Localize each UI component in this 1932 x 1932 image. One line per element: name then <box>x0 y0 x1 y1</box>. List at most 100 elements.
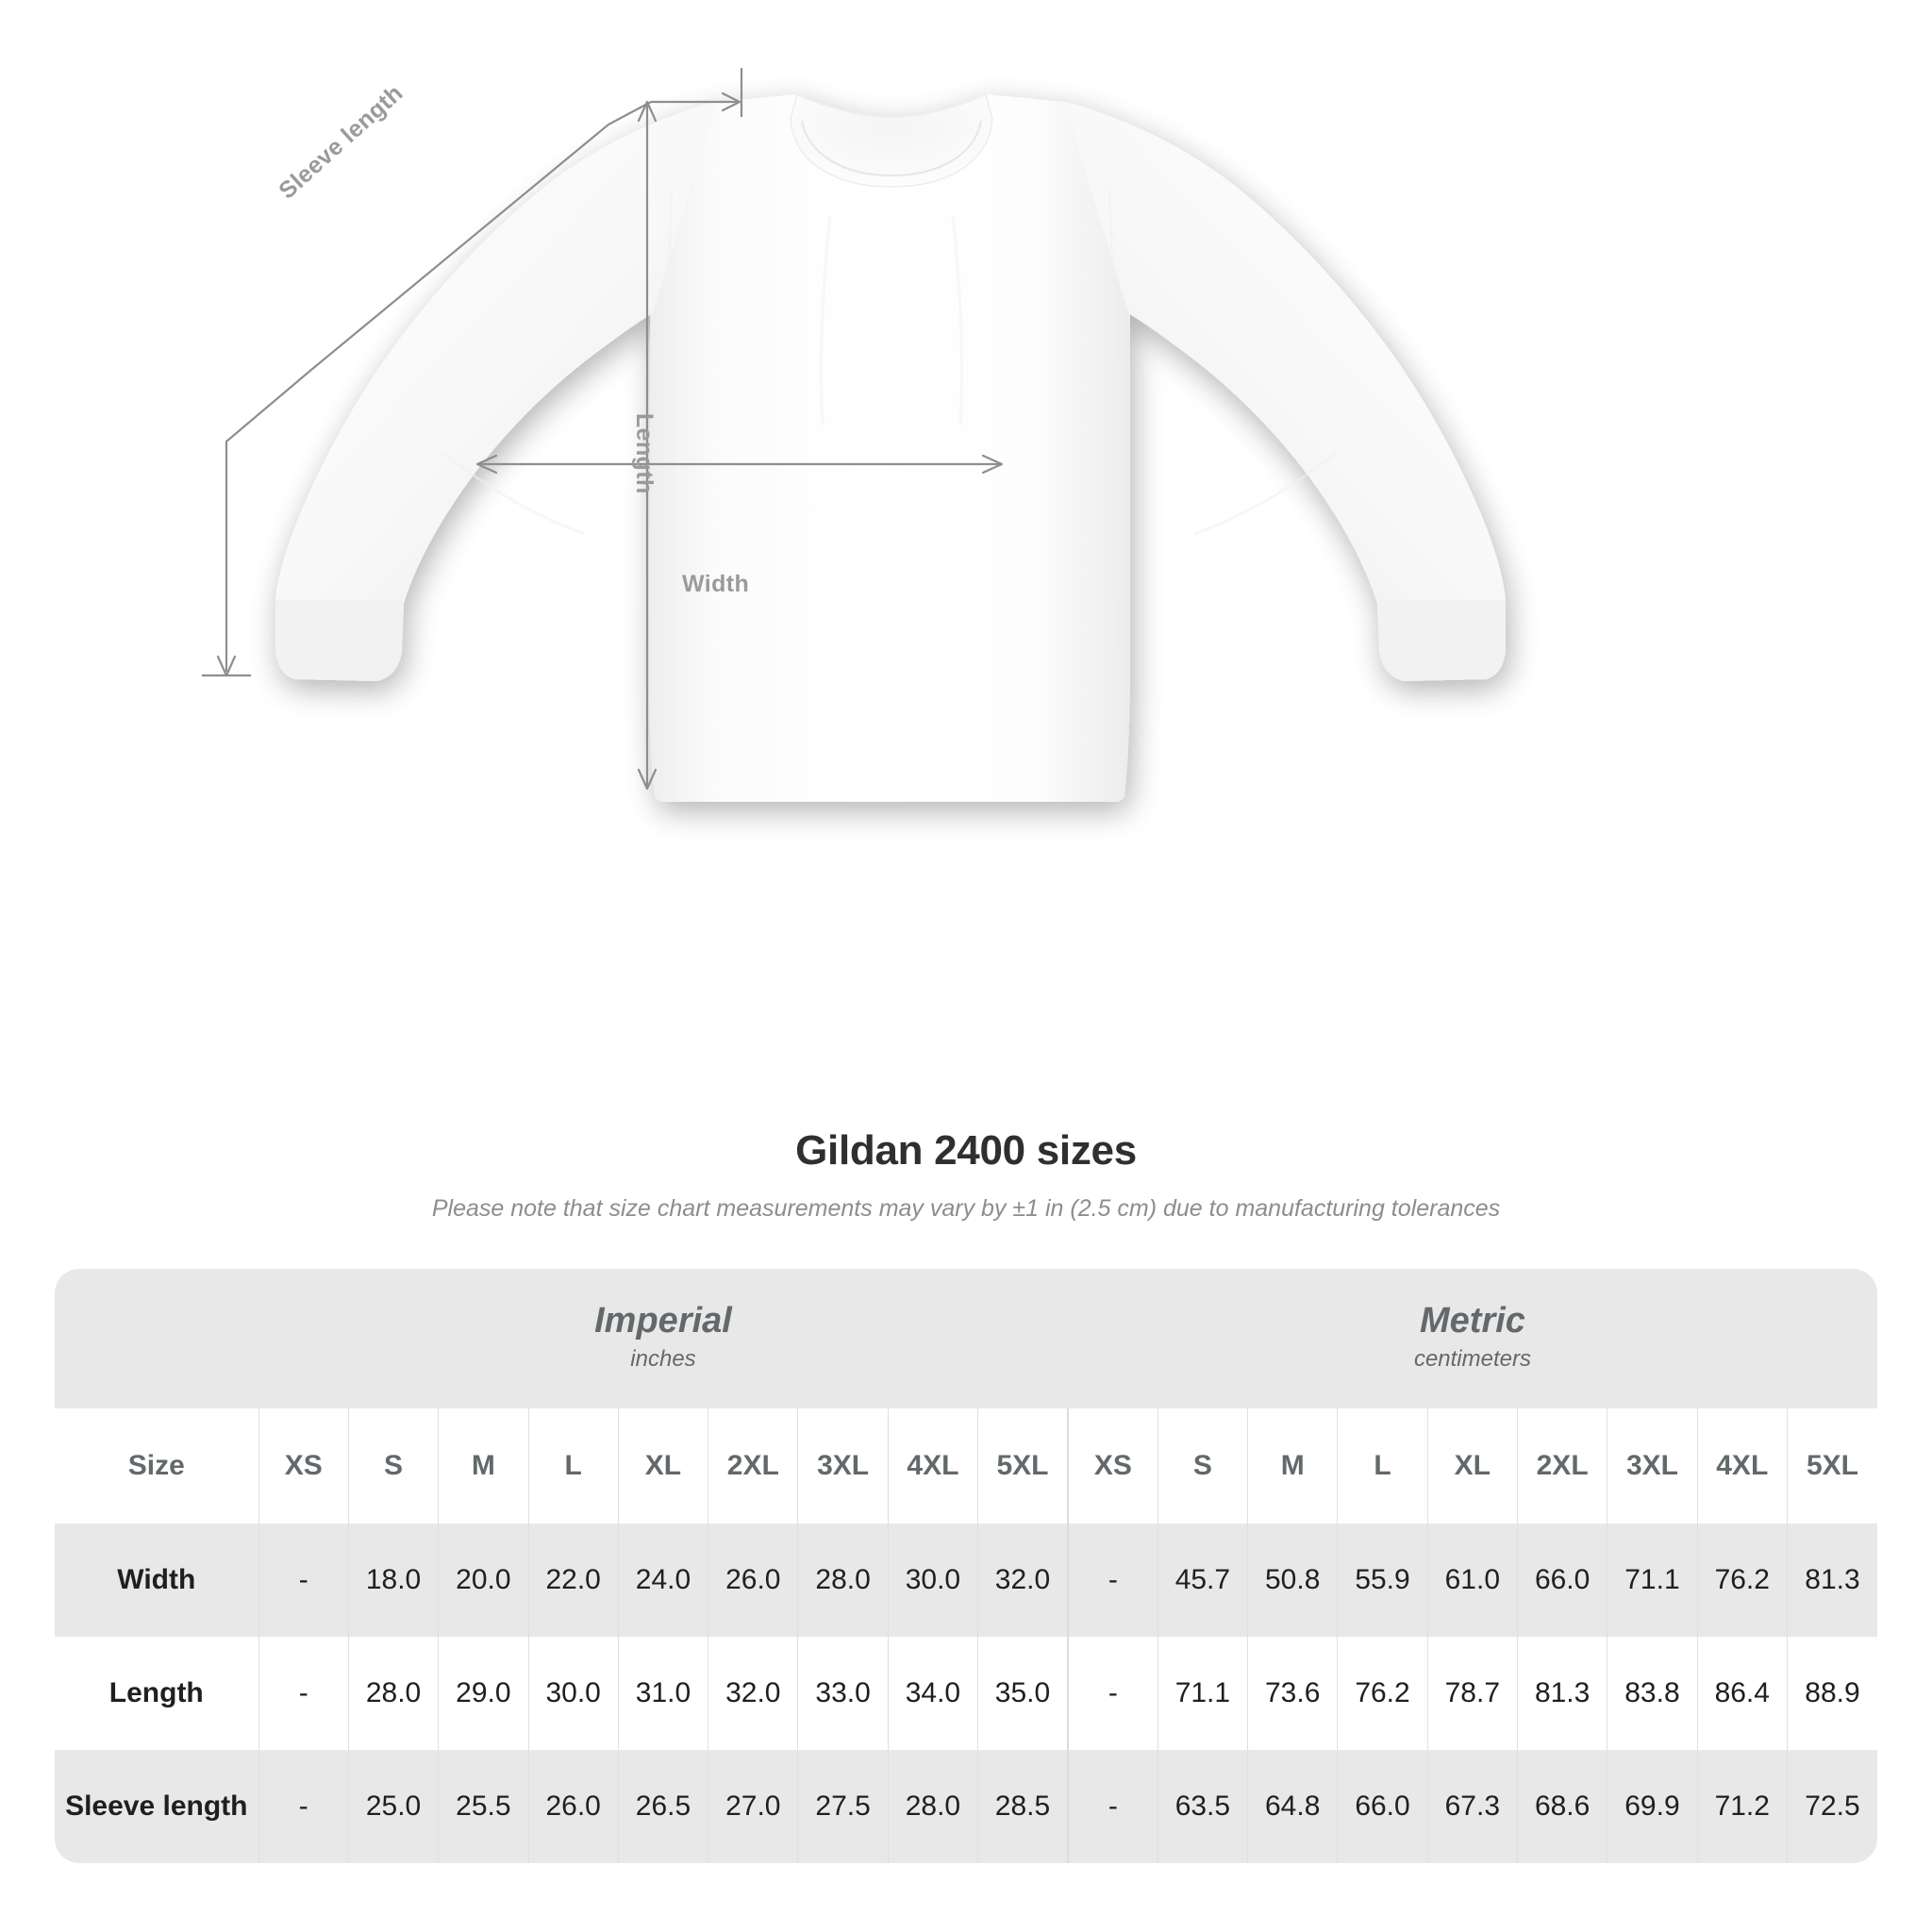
cell-sleeve-length-metric-s: 63.5 <box>1157 1750 1248 1863</box>
cell-sleeve-length-metric-2xl: 68.6 <box>1516 1750 1607 1863</box>
unit-header-row: Imperial inches Metric centimeters <box>55 1269 1877 1408</box>
width-guide <box>475 454 1004 475</box>
cell-length-imperial-2xl: 32.0 <box>708 1637 798 1750</box>
cell-sleeve-length-metric-3xl: 69.9 <box>1607 1750 1698 1863</box>
cell-width-imperial-l: 22.0 <box>527 1524 619 1637</box>
unit-subtitle: centimeters <box>1413 1345 1531 1372</box>
cell-width-metric-5xl: 81.3 <box>1786 1524 1877 1637</box>
cell-sleeve-length-imperial-l: 26.0 <box>527 1750 619 1863</box>
size-chart-table: Imperial inches Metric centimeters Size XS S M L… <box>55 1269 1877 1863</box>
cell-width-metric-l: 55.9 <box>1337 1524 1428 1637</box>
size-header-label: Size <box>55 1408 259 1524</box>
garment-svg <box>202 68 1506 802</box>
size-header-imperial-5xl: 5XL <box>977 1408 1068 1524</box>
size-header-imperial-m: M <box>438 1408 528 1524</box>
cell-sleeve-length-metric-5xl: 72.5 <box>1786 1750 1877 1863</box>
cell-width-metric-s: 45.7 <box>1157 1524 1248 1637</box>
page-subtitle: Please note that size chart measurements… <box>431 1195 1501 1222</box>
unit-header-imperial: Imperial inches <box>258 1269 1068 1408</box>
cell-width-metric-xl: 61.0 <box>1426 1524 1518 1637</box>
size-header-imperial-2xl: 2XL <box>708 1408 798 1524</box>
size-header-metric-xl: XL <box>1426 1408 1518 1524</box>
size-header-metric-s: S <box>1157 1408 1248 1524</box>
table-row: Sleeve length -25.0 25.5 26.0 26.5 27.0 27.5 28… <box>55 1750 1877 1863</box>
cell-length-imperial-3xl: 33.0 <box>797 1637 889 1750</box>
sleeve-length-guide <box>202 68 743 677</box>
size-header-imperial-xs: XS <box>258 1408 349 1524</box>
cell-length-imperial-xl: 31.0 <box>617 1637 708 1750</box>
unit-header-spacer <box>55 1269 259 1408</box>
cell-width-imperial-4xl: 30.0 <box>887 1524 978 1637</box>
cell-length-imperial-4xl: 34.0 <box>887 1637 978 1750</box>
cell-length-imperial-s: 28.0 <box>347 1637 439 1750</box>
unit-subtitle: inches <box>630 1345 696 1372</box>
cell-sleeve-length-metric-4xl: 71.2 <box>1696 1750 1788 1863</box>
unit-header-metric: Metric centimeters <box>1067 1269 1877 1408</box>
cell-sleeve-length-metric-xl: 67.3 <box>1426 1750 1518 1863</box>
cell-width-imperial-3xl: 28.0 <box>797 1524 889 1637</box>
cell-length-imperial-xs: - <box>258 1637 349 1750</box>
cell-length-metric-l: 76.2 <box>1337 1637 1428 1750</box>
cell-sleeve-length-metric-l: 66.0 <box>1337 1750 1428 1863</box>
title-block: Gildan 2400 sizes Please note that size … <box>0 1127 1932 1223</box>
cell-length-imperial-m: 29.0 <box>438 1637 528 1750</box>
cell-sleeve-length-imperial-s: 25.0 <box>347 1750 439 1863</box>
cell-length-metric-5xl: 88.9 <box>1786 1637 1877 1750</box>
cell-sleeve-length-imperial-4xl: 28.0 <box>887 1750 978 1863</box>
cell-width-metric-3xl: 71.1 <box>1607 1524 1698 1637</box>
shirt-body <box>275 92 1506 802</box>
row-label-width: Width <box>55 1524 259 1637</box>
cell-width-metric-2xl: 66.0 <box>1516 1524 1607 1637</box>
cell-length-metric-xs: - <box>1066 1637 1158 1750</box>
cell-length-imperial-5xl: 35.0 <box>977 1637 1068 1750</box>
cell-sleeve-length-imperial-m: 25.5 <box>438 1750 528 1863</box>
cell-width-metric-4xl: 76.2 <box>1696 1524 1788 1637</box>
size-header-metric-2xl: 2XL <box>1516 1408 1607 1524</box>
cell-length-metric-s: 71.1 <box>1157 1637 1248 1750</box>
table-row: Length -28.0 29.0 30.0 31.0 32.0 33.0 34.0 35.0-… <box>55 1637 1877 1750</box>
cell-width-imperial-5xl: 32.0 <box>977 1524 1068 1637</box>
table-row: Width -18.0 20.0 22.0 24.0 26.0 28.0 30.0 32.0-4… <box>55 1524 1877 1637</box>
cell-length-metric-4xl: 86.4 <box>1696 1637 1788 1750</box>
size-header-imperial-xl: XL <box>617 1408 708 1524</box>
length-annotation: Length <box>631 413 658 494</box>
cell-width-imperial-m: 20.0 <box>438 1524 528 1637</box>
width-annotation: Width <box>682 571 750 597</box>
size-header-metric-xs: XS <box>1066 1408 1158 1524</box>
cell-sleeve-length-imperial-5xl: 28.5 <box>977 1750 1068 1863</box>
size-header-imperial-4xl: 4XL <box>887 1408 978 1524</box>
row-label-length: Length <box>55 1637 259 1750</box>
cell-width-imperial-xs: - <box>258 1524 349 1637</box>
cell-width-imperial-2xl: 26.0 <box>708 1524 798 1637</box>
cell-width-imperial-s: 18.0 <box>347 1524 439 1637</box>
size-header-metric-3xl: 3XL <box>1607 1408 1698 1524</box>
cell-sleeve-length-imperial-xs: - <box>258 1750 349 1863</box>
cell-width-metric-xs: - <box>1066 1524 1158 1637</box>
cell-width-imperial-xl: 24.0 <box>617 1524 708 1637</box>
unit-name: Metric <box>1420 1301 1525 1341</box>
size-header-metric-m: M <box>1247 1408 1338 1524</box>
size-header-metric-5xl: 5XL <box>1786 1408 1877 1524</box>
cell-sleeve-length-imperial-3xl: 27.5 <box>797 1750 889 1863</box>
cell-length-metric-m: 73.6 <box>1247 1637 1338 1750</box>
unit-name: Imperial <box>594 1301 732 1341</box>
fabric-folds <box>442 188 1337 652</box>
cell-length-metric-2xl: 81.3 <box>1516 1637 1607 1750</box>
size-header-metric-4xl: 4XL <box>1696 1408 1788 1524</box>
measurement-guides <box>202 68 1004 791</box>
cell-sleeve-length-imperial-xl: 26.5 <box>617 1750 708 1863</box>
cell-sleeve-length-metric-xs: - <box>1066 1750 1158 1863</box>
cell-length-imperial-l: 30.0 <box>527 1637 619 1750</box>
size-header-imperial-3xl: 3XL <box>797 1408 889 1524</box>
garment-illustration: Sleeve length Length Width <box>202 68 1506 802</box>
cell-length-metric-3xl: 83.8 <box>1607 1637 1698 1750</box>
row-label-sleeve-length: Sleeve length <box>55 1750 259 1863</box>
size-header-imperial-s: S <box>347 1408 439 1524</box>
cell-length-metric-xl: 78.7 <box>1426 1637 1518 1750</box>
length-guide <box>637 100 658 791</box>
size-header-row: Size XS S M L XL 2XL 3XL 4XL 5XL XS S M L XL 2XL 3XL 4XL 5… <box>55 1408 1877 1524</box>
page-title: Gildan 2400 sizes <box>795 1127 1137 1174</box>
cell-sleeve-length-metric-m: 64.8 <box>1247 1750 1338 1863</box>
cell-width-metric-m: 50.8 <box>1247 1524 1338 1637</box>
cell-sleeve-length-imperial-2xl: 27.0 <box>708 1750 798 1863</box>
